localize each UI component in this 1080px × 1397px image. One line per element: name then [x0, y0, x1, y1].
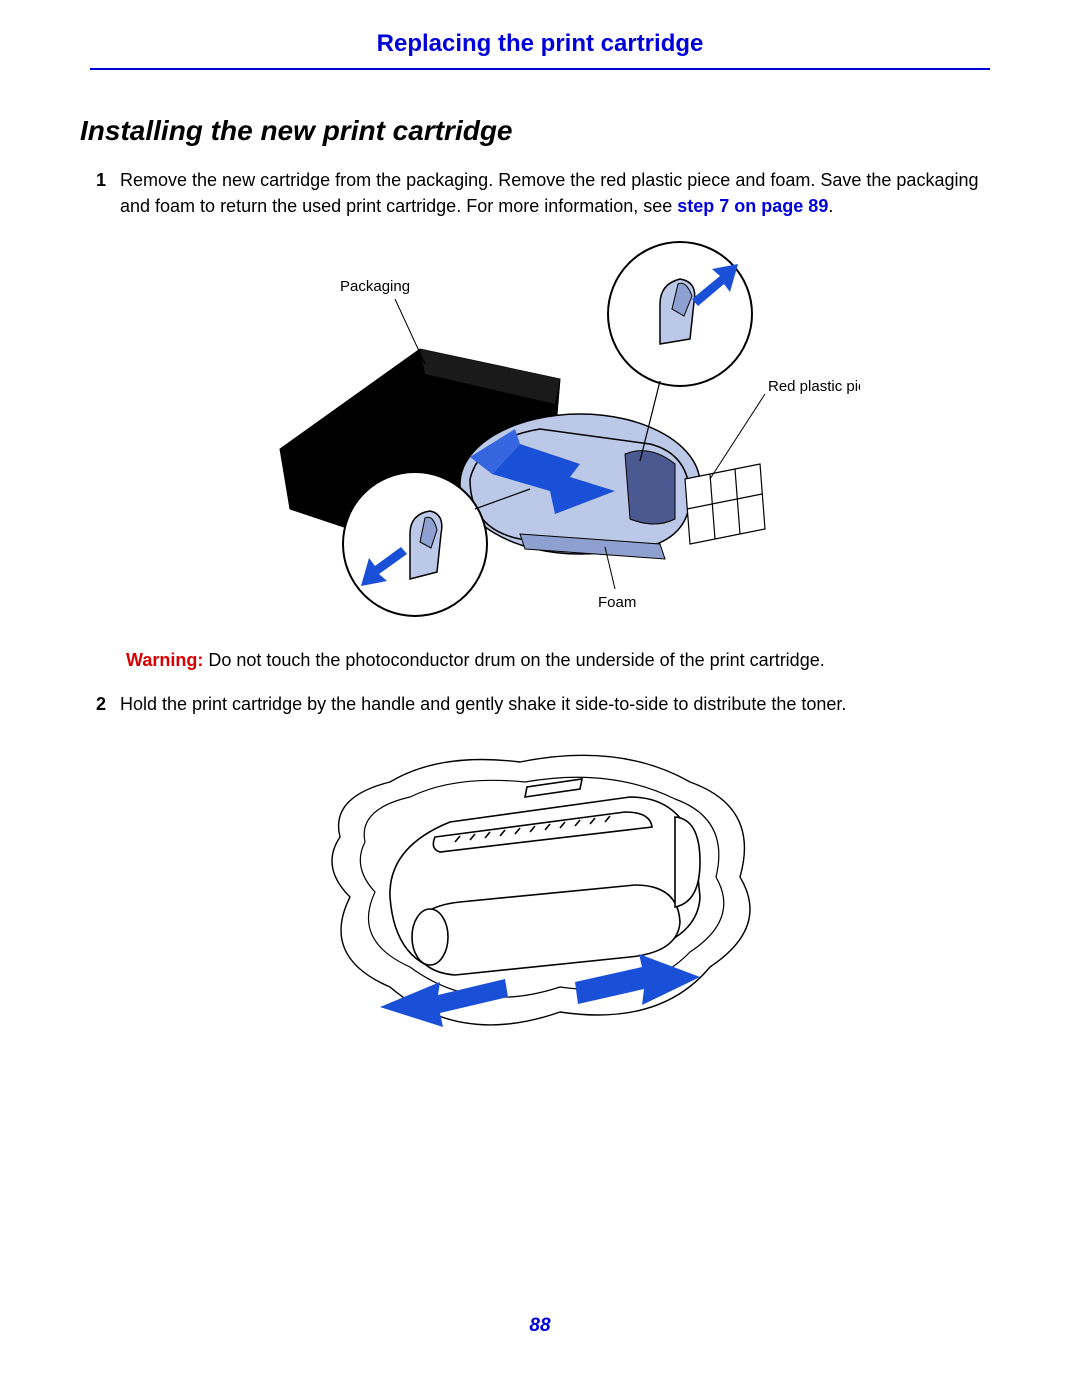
callout-foam: Foam: [598, 594, 636, 611]
figure-2: [90, 727, 990, 1057]
step-2: 2 Hold the print cartridge by the handle…: [90, 691, 990, 717]
callout-red-plastic: Red plastic piece: [768, 378, 860, 395]
step-2-body: Hold the print cartridge by the handle a…: [120, 691, 990, 717]
step-1: 1 Remove the new cartridge from the pack…: [90, 167, 990, 219]
step-1-link[interactable]: step 7 on page 89: [677, 196, 828, 216]
header-rule: [90, 68, 990, 70]
page-number: 88: [0, 1315, 1080, 1337]
figure-1: Packaging Red plastic piece Foam: [90, 229, 990, 619]
section-title: Installing the new print cartridge: [80, 115, 990, 147]
step-2-text: Hold the print cartridge by the handle a…: [120, 694, 846, 714]
step-1-text: Remove the new cartridge from the packag…: [120, 170, 978, 216]
warning-line: Warning: Do not touch the photoconductor…: [126, 647, 990, 673]
step-1-body: Remove the new cartridge from the packag…: [120, 167, 990, 219]
header-title: Replacing the print cartridge: [90, 30, 990, 68]
warning-text: Do not touch the photoconductor drum on …: [203, 650, 824, 670]
step-1-text-after: .: [828, 196, 833, 216]
step-1-number: 1: [90, 167, 120, 219]
warning-label: Warning:: [126, 650, 203, 670]
step-2-number: 2: [90, 691, 120, 717]
callout-packaging: Packaging: [340, 278, 410, 295]
